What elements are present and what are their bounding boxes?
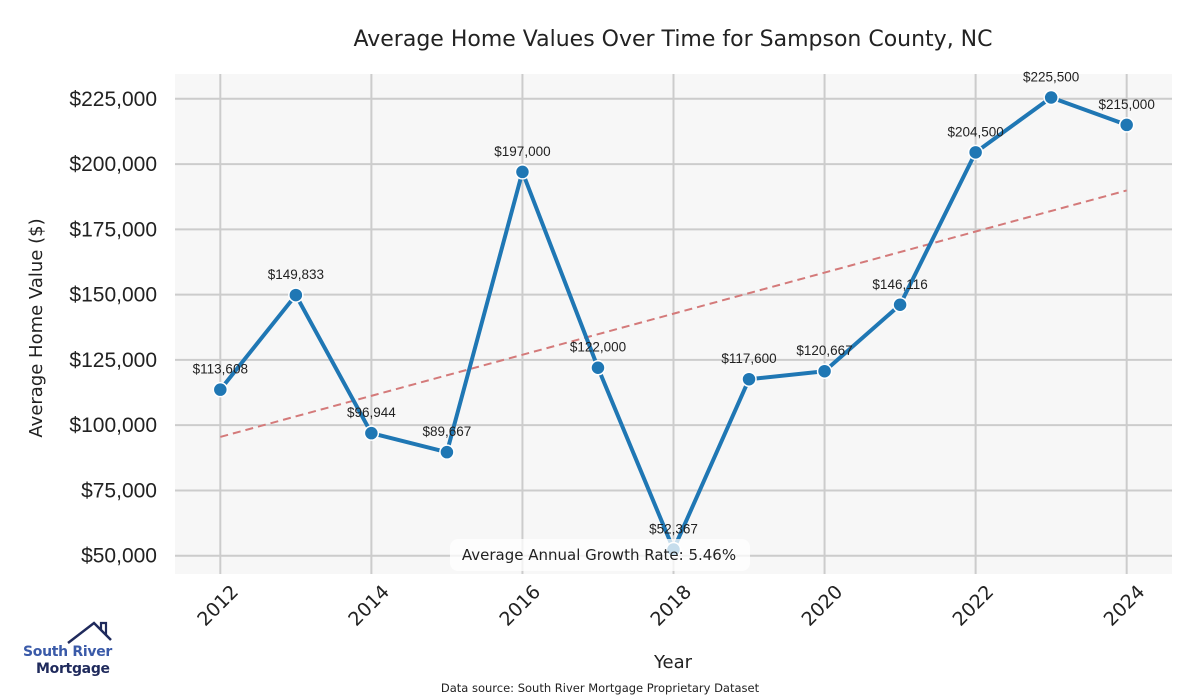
trend-line [220,189,1127,438]
growth-rate-text: Average Annual Growth Rate: 5.46% [462,546,736,564]
data-label: $204,500 [947,124,1003,139]
y-tick-label: $50,000 [81,545,157,568]
data-point [288,287,304,303]
x-gridlines [219,74,1128,574]
data-point [514,164,531,180]
data-label: $122,000 [570,340,626,355]
data-point [590,359,606,376]
data-point [967,144,984,161]
y-axis-label: Average Home Value ($) [26,218,47,437]
data-label: $149,833 [268,267,324,282]
data-label: $117,600 [721,351,776,366]
y-tick-label: $200,000 [69,153,157,176]
y-tick-label: $100,000 [69,414,157,437]
logo-text-south-river: South River [23,644,113,660]
y-tick-label: $125,000 [69,349,157,372]
data-label: $215,000 [1099,97,1155,112]
house-roof-icon [67,621,112,644]
y-tick-label: $75,000 [81,479,157,502]
data-point [892,297,908,313]
y-axis-ticks: $50,000 $75,000 $100,000 $125,000 $150,000 $1… [69,88,157,568]
logo-text-mortgage: Mortgage [36,661,110,677]
data-label: $113,608 [193,362,248,377]
growth-rate-annotation: Average Annual Growth Rate: 5.46% [450,539,750,571]
x-tick-label: 2020 [797,581,847,631]
data-label: $52,367 [649,522,698,537]
x-tick-label: 2022 [949,581,999,631]
y-tick-label: $150,000 [69,284,157,307]
data-point [439,444,455,460]
data-point [363,425,380,441]
data-point [816,363,833,379]
data-label: $120,667 [796,343,852,358]
x-tick-label: 2024 [1100,581,1150,631]
x-axis-ticks: 2012 2014 2016 2018 2020 2022 2024 [193,581,1149,631]
x-tick-label: 2018 [646,581,696,631]
data-labels: $113,608 $149,833 $96,944 $89,667 $197,000 $1… [193,69,1155,536]
chart-title: Average Home Values Over Time for Sampso… [353,27,992,52]
x-axis-label: Year [653,652,693,673]
x-tick-label: 2014 [344,581,394,631]
growth-rate-box [450,539,750,571]
data-label: $96,944 [347,405,396,420]
south-river-mortgage-logo: South River Mortgage [18,620,118,682]
data-point [1118,117,1135,133]
y-tick-label: $175,000 [69,218,157,241]
data-point [212,381,229,398]
data-label: $197,000 [494,144,550,159]
data-label: $146,116 [872,277,927,292]
x-tick-label: 2016 [495,581,545,631]
data-point [1043,89,1059,106]
x-tick-label: 2012 [193,581,243,631]
data-point [741,371,757,387]
data-label: $225,500 [1023,69,1079,84]
data-source-note: Data source: South River Mortgage Propri… [441,681,760,695]
data-label: $89,667 [423,424,472,439]
y-tick-label: $225,000 [69,88,157,111]
